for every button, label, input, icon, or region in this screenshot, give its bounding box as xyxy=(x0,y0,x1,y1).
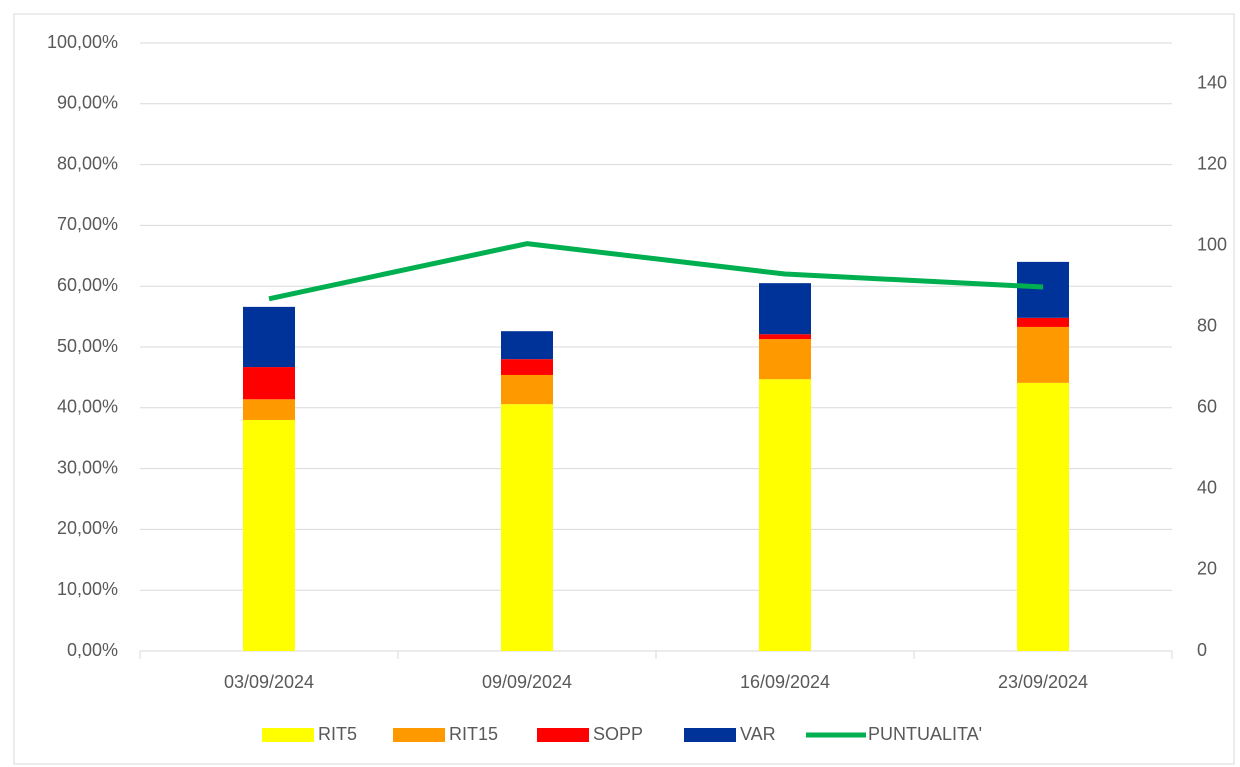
bar xyxy=(243,306,295,368)
y-tick-label: 50,00% xyxy=(57,336,118,356)
bar xyxy=(759,379,811,651)
legend-label: RIT5 xyxy=(318,724,357,744)
bar xyxy=(1017,317,1069,327)
bar xyxy=(759,339,811,380)
y-tick-label: 70,00% xyxy=(57,214,118,234)
bar xyxy=(759,334,811,340)
y2-tick-label: 140 xyxy=(1197,72,1227,92)
bar xyxy=(1017,261,1069,318)
legend-label: SOPP xyxy=(593,724,643,744)
y-tick-label: 40,00% xyxy=(57,397,118,417)
x-tick-label: 23/09/2024 xyxy=(998,672,1088,692)
legend-swatch xyxy=(537,728,589,742)
x-tick-label: 16/09/2024 xyxy=(740,672,830,692)
y2-tick-label: 100 xyxy=(1197,234,1227,254)
y-tick-label: 60,00% xyxy=(57,275,118,295)
bar xyxy=(1017,382,1069,651)
bar xyxy=(759,283,811,335)
bar xyxy=(501,359,553,375)
legend-label: VAR xyxy=(740,724,776,744)
y2-tick-label: 0 xyxy=(1197,640,1207,660)
y-tick-label: 90,00% xyxy=(57,93,118,113)
bar xyxy=(243,419,295,651)
y-tick-label: 0,00% xyxy=(67,640,118,660)
y-tick-label: 30,00% xyxy=(57,457,118,477)
y2-tick-label: 80 xyxy=(1197,315,1217,335)
y2-tick-label: 120 xyxy=(1197,153,1227,173)
y-tick-label: 10,00% xyxy=(57,579,118,599)
y-tick-label: 100,00% xyxy=(47,32,118,52)
y2-tick-label: 40 xyxy=(1197,478,1217,498)
y2-tick-label: 60 xyxy=(1197,397,1217,417)
bar xyxy=(243,399,295,420)
legend-swatch xyxy=(684,728,736,742)
y-tick-label: 20,00% xyxy=(57,518,118,538)
bar xyxy=(243,367,295,400)
bar xyxy=(1017,326,1069,383)
y2-tick-label: 20 xyxy=(1197,559,1217,579)
line xyxy=(268,241,1044,302)
bar xyxy=(501,404,553,651)
y-tick-label: 80,00% xyxy=(57,153,118,173)
legend-swatch xyxy=(262,728,314,742)
legend-label: PUNTUALITA' xyxy=(868,724,982,744)
legend-swatch xyxy=(393,728,445,742)
bar xyxy=(501,331,553,360)
x-tick-label: 09/09/2024 xyxy=(482,672,572,692)
bar xyxy=(501,374,553,405)
legend-label: RIT15 xyxy=(449,724,498,744)
x-tick-label: 03/09/2024 xyxy=(224,672,314,692)
